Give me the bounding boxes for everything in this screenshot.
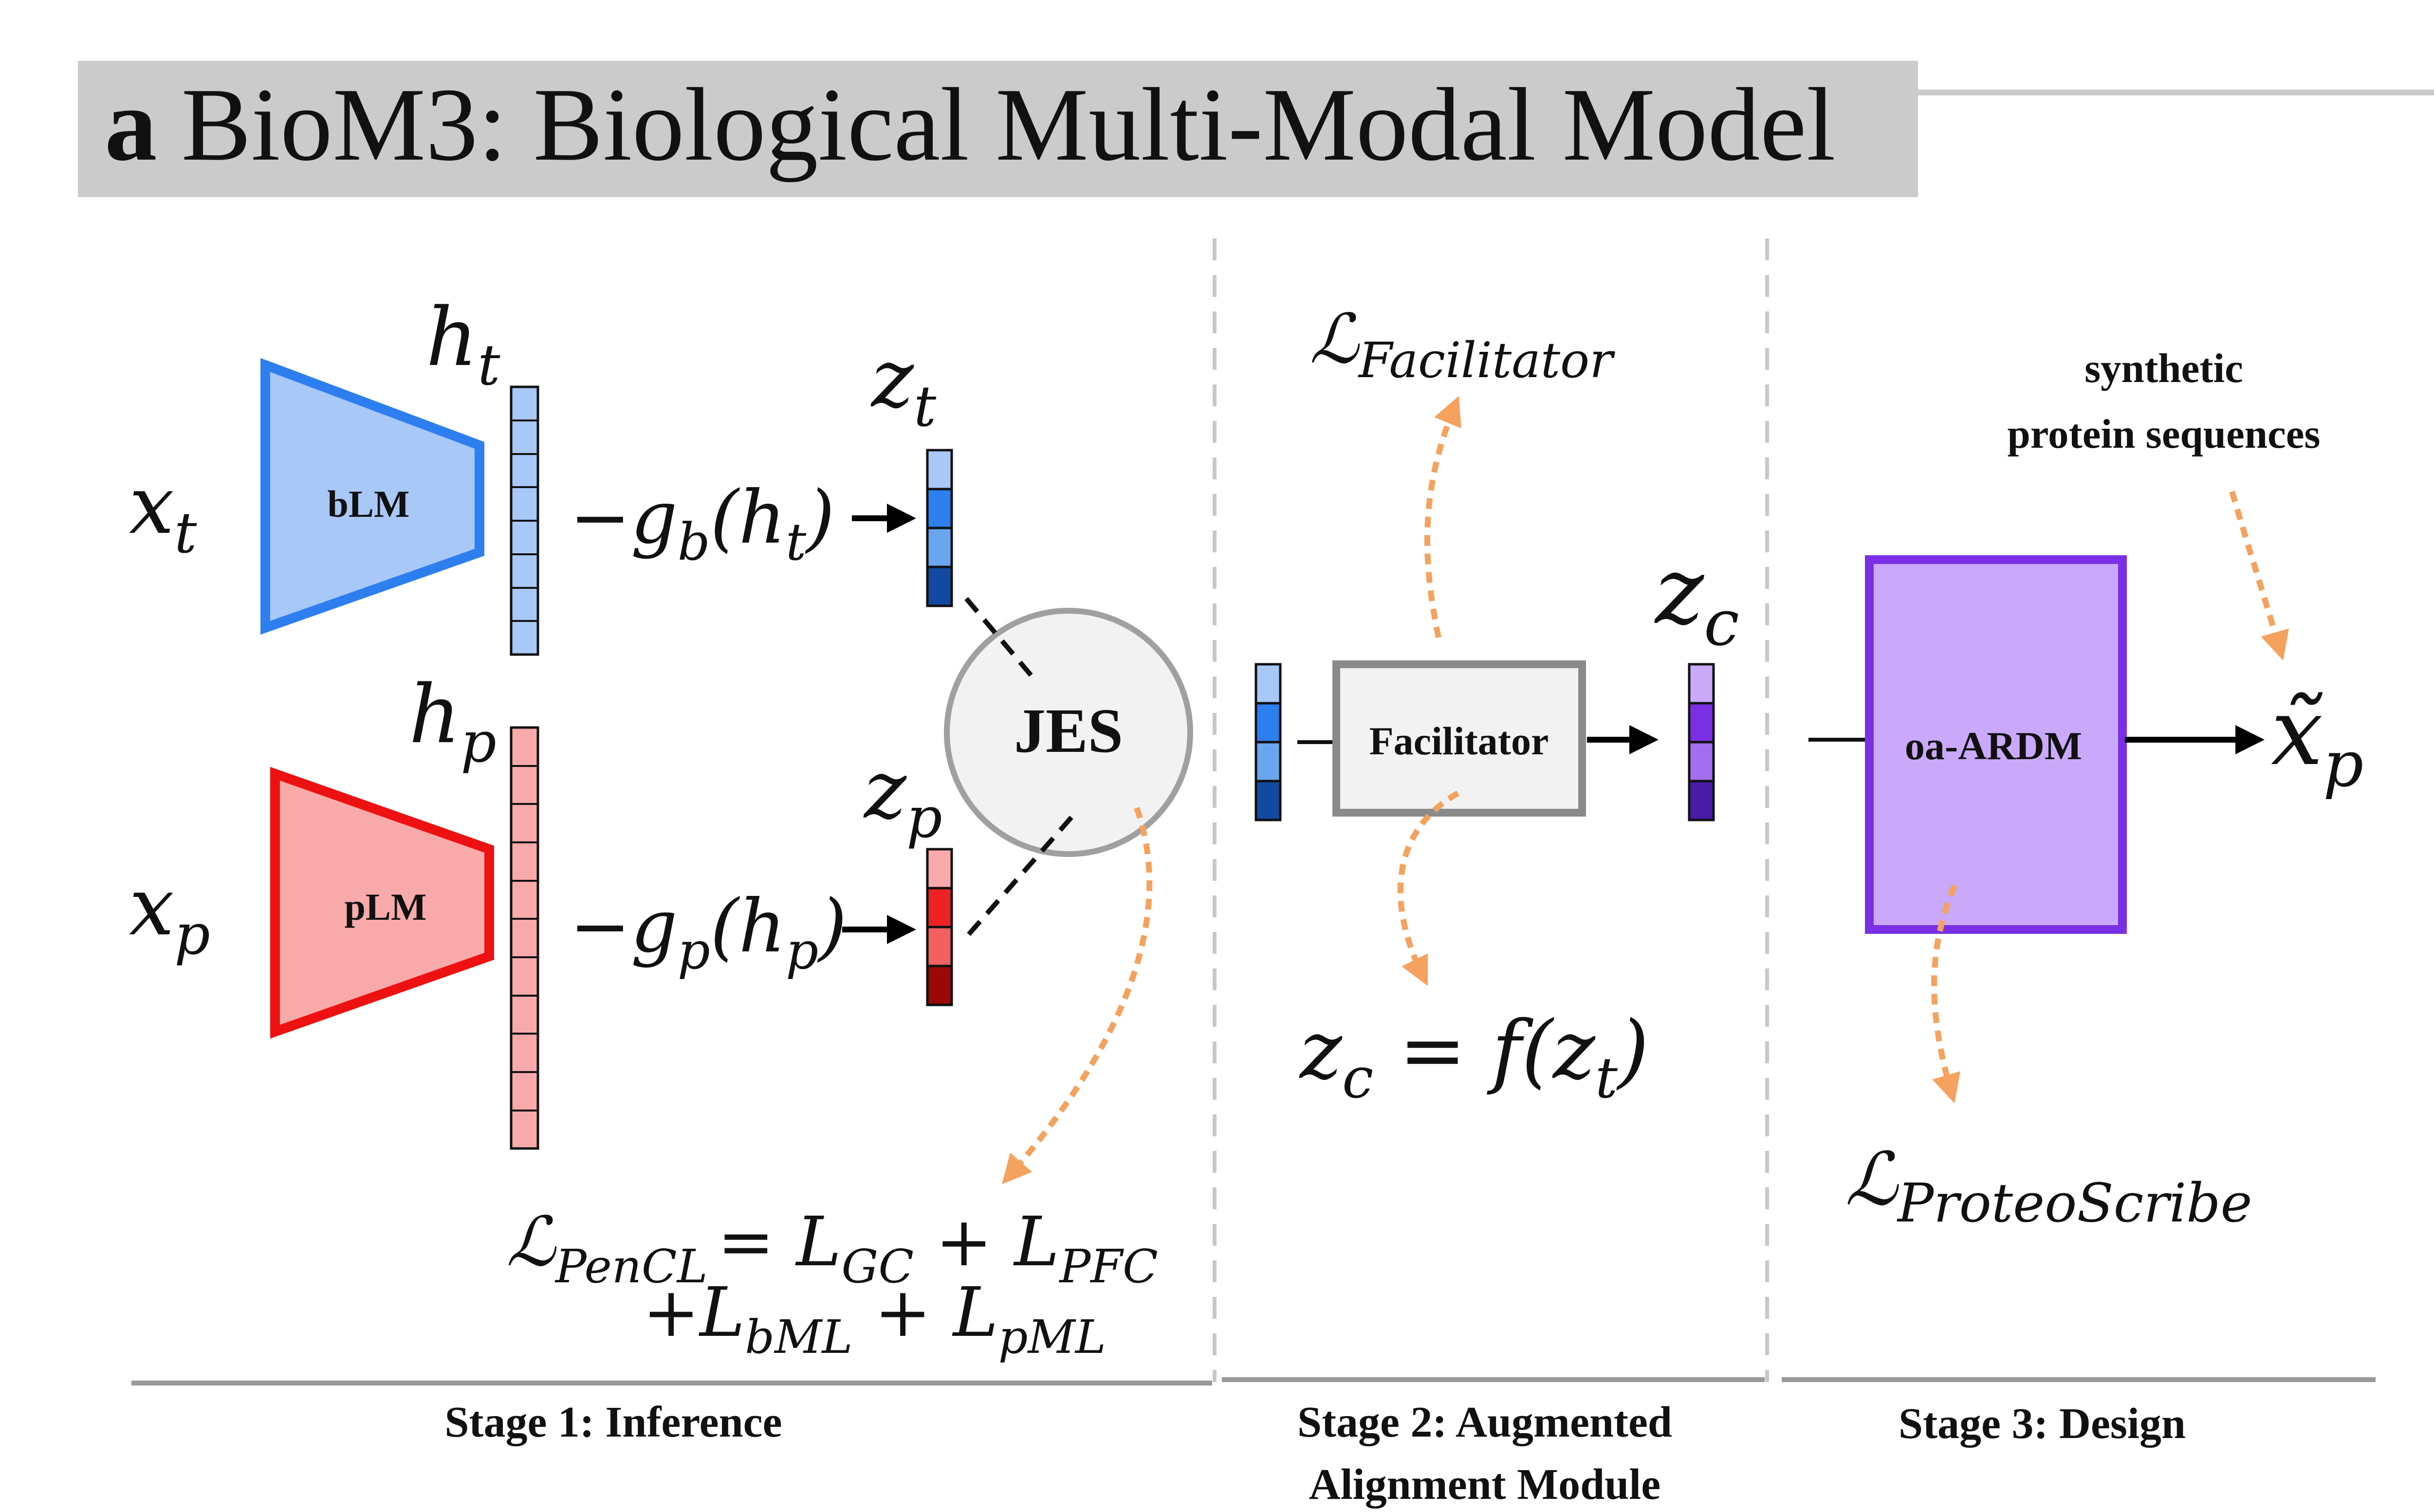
protein-hidden-label: hp xyxy=(409,668,497,775)
title: a BioM3: Biological Multi-Modal Model xyxy=(105,66,1836,182)
title-bar xyxy=(78,61,1918,197)
oa-ardm-label: oa-ARDM xyxy=(1905,724,2082,768)
pencl-loss-line1: ℒPenCL = LGC + LPFC xyxy=(506,1202,1158,1293)
synthetic-note-line2: protein sequences xyxy=(2007,411,2320,457)
facilitator-module xyxy=(1332,660,1586,817)
joint-embedding-space xyxy=(944,608,1193,857)
facilitator-loss-arrow xyxy=(1424,396,1461,638)
stage2-label-line1: Stage 2: Augmented xyxy=(1297,1398,1672,1446)
text-input-label: xt xyxy=(129,458,197,566)
text-hidden-vector xyxy=(510,385,539,656)
panel-letter: a xyxy=(105,66,157,182)
text-latent-vector xyxy=(926,449,953,607)
fused-latent-label: zc xyxy=(1654,537,1739,660)
protein-encoder-plm xyxy=(270,766,494,1039)
oa-ardm-model xyxy=(1865,555,2127,934)
protein-hidden-vector xyxy=(510,726,539,1150)
pencl-loss-line2: +LbML + LpML xyxy=(643,1273,1106,1364)
text-hidden-label: ht xyxy=(426,291,500,398)
stage1-label: Stage 1: Inference xyxy=(444,1398,782,1446)
protein-latent-label: zp xyxy=(863,743,942,851)
facilitator-equation: zc = f(zt) xyxy=(1299,1003,1649,1111)
fused-latent-vector xyxy=(1688,663,1715,821)
text-encoder-label: bLM xyxy=(327,483,409,525)
facilitator-loss-label: ℒFacilitator xyxy=(1309,300,1615,389)
title-text: BioM3: Biological Multi-Modal Model xyxy=(182,66,1836,182)
joint-space-label: JES xyxy=(1014,696,1123,766)
proteoscribe-loss-arrow xyxy=(1931,884,1960,1104)
designed-sequence-label: x̃p xyxy=(2271,678,2363,801)
stage3-label: Stage 3: Design xyxy=(1899,1400,2186,1448)
synthetic-note-line1: synthetic xyxy=(2084,346,2243,391)
stage2-label-line2: Alignment Module xyxy=(1309,1460,1661,1509)
text-projection-label: −gb(ht) xyxy=(570,475,835,572)
facilitator-input-vector xyxy=(1254,663,1282,821)
protein-input-label: xp xyxy=(129,860,210,967)
pencl-loss-arrow xyxy=(1002,807,1153,1184)
text-to-jes-dash xyxy=(964,597,1034,678)
protein-encoder-label: pLM xyxy=(344,886,426,928)
text-encoder-blm xyxy=(260,358,484,635)
proteoscribe-loss-label: ℒProteoScribe xyxy=(1845,1137,2252,1234)
protein-projection-label: −gp(hp) xyxy=(570,884,847,981)
protein-latent-vector xyxy=(926,848,953,1006)
synthetic-input-arrow xyxy=(2229,491,2289,661)
facilitator-label: Facilitator xyxy=(1369,719,1549,763)
text-latent-label: zt xyxy=(870,332,937,439)
facilitator-equation-arrow xyxy=(1397,790,1459,986)
